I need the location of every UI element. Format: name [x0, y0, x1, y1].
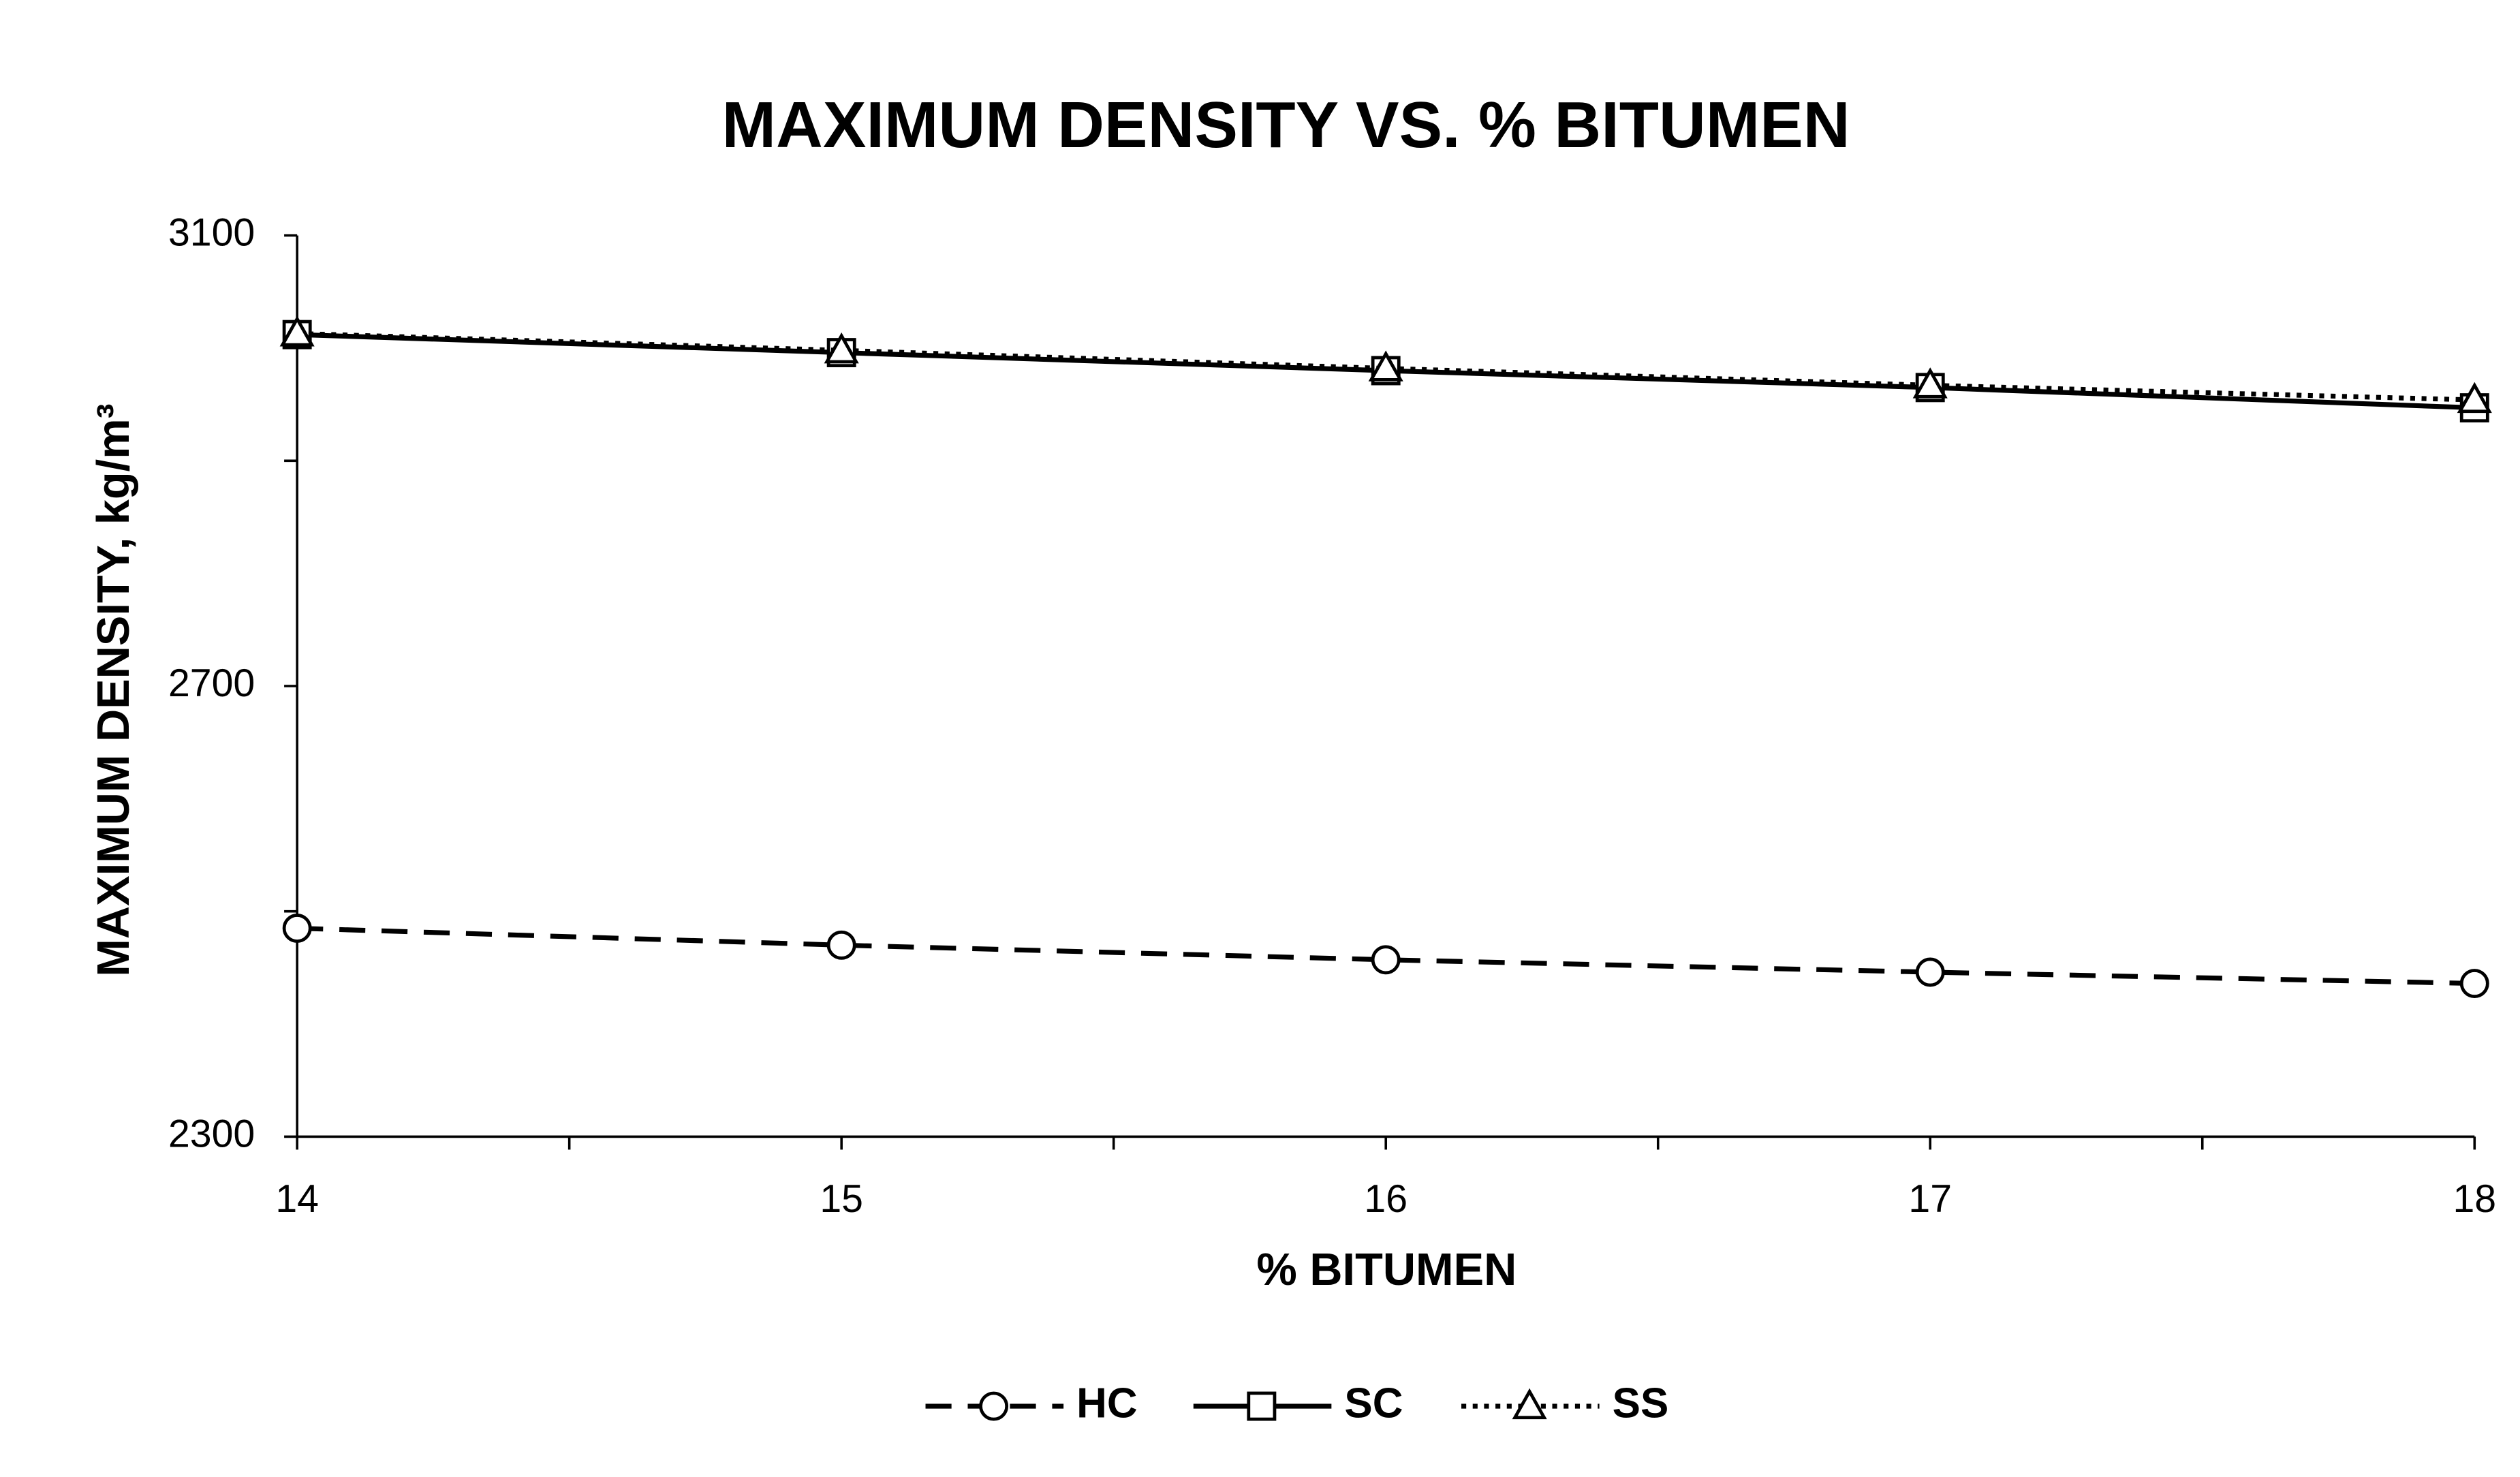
legend-label: SC [1344, 1380, 1403, 1427]
point [279, 315, 315, 347]
point [1912, 367, 1948, 399]
y-axis-label: MAXIMUM DENSITY, kg/m³ [89, 403, 139, 976]
point [2457, 382, 2492, 414]
x-tick-label: 16 [1364, 1177, 1407, 1221]
legend-marker [1247, 1391, 1277, 1421]
legend-label: HC [1076, 1380, 1137, 1427]
x-tick-label: 18 [2453, 1177, 2496, 1221]
y-tick-label: 2300 [168, 1113, 255, 1156]
x-axis-label: % BITUMEN [1257, 1245, 1517, 1295]
legend-label: SS [1613, 1380, 1669, 1427]
series-line [297, 925, 2475, 986]
point [824, 332, 859, 364]
point [1368, 350, 1403, 382]
chart-title: MAXIMUM DENSITY VS. % BITUMEN [722, 89, 1850, 161]
point [1915, 957, 1945, 987]
y-tick-label: 3100 [168, 211, 255, 255]
point [1371, 945, 1401, 975]
x-tick-label: 15 [820, 1177, 863, 1221]
legend-marker [1512, 1388, 1547, 1420]
x-tick-label: 14 [275, 1177, 319, 1221]
point [282, 914, 312, 943]
y-tick-label: 2700 [168, 662, 255, 705]
point [826, 930, 856, 960]
x-tick-label: 17 [1908, 1177, 1952, 1221]
point [2459, 969, 2489, 998]
legend-marker [979, 1391, 1009, 1421]
